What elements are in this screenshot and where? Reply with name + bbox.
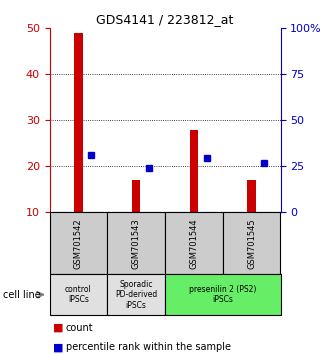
Text: control
IPSCs: control IPSCs <box>65 285 92 304</box>
Text: presenilin 2 (PS2)
iPSCs: presenilin 2 (PS2) iPSCs <box>189 285 256 304</box>
Title: GDS4141 / 223812_at: GDS4141 / 223812_at <box>96 13 234 26</box>
Bar <box>132 180 141 212</box>
Text: ■: ■ <box>53 342 63 353</box>
Text: count: count <box>66 323 94 333</box>
Text: cell line: cell line <box>3 290 41 300</box>
Text: GSM701544: GSM701544 <box>189 218 198 269</box>
Text: ■: ■ <box>53 323 63 333</box>
Bar <box>74 33 83 212</box>
Text: GSM701543: GSM701543 <box>132 218 141 269</box>
Text: Sporadic
PD-derived
iPSCs: Sporadic PD-derived iPSCs <box>115 280 157 310</box>
Bar <box>189 130 198 212</box>
Text: GSM701542: GSM701542 <box>74 218 83 269</box>
Bar <box>247 180 256 212</box>
Text: percentile rank within the sample: percentile rank within the sample <box>66 342 231 353</box>
Text: GSM701545: GSM701545 <box>247 218 256 269</box>
